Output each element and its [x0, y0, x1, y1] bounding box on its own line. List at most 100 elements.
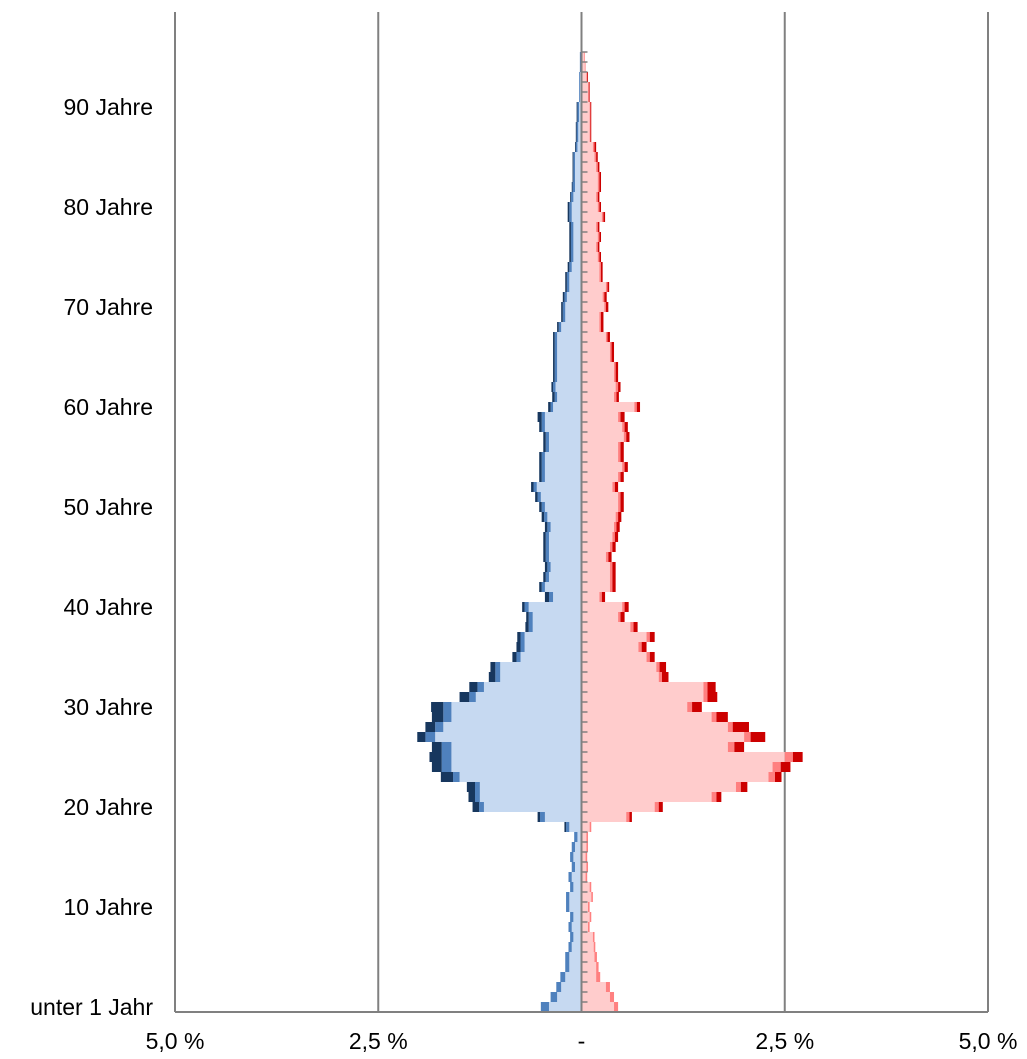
bar-female-mid-age-16: [586, 842, 589, 852]
bar-female-dark-age-63: [615, 372, 619, 382]
bar-male-mid-age-52: [533, 482, 537, 492]
bar-female-dark-age-29: [716, 712, 728, 722]
bar-female-base-age-57: [581, 432, 624, 442]
bar-female-base-age-16: [581, 842, 587, 852]
bar-female-base-age-46: [581, 542, 610, 552]
bar-female-base-age-12: [581, 882, 590, 892]
bar-male-mid-age-65: [554, 352, 558, 362]
y-axis-labels: unter 1 Jahr 10 Jahre 20 Jahre 30 Jahre 40 J…: [30, 94, 153, 1020]
bar-female-base-age-45: [581, 552, 606, 562]
bar-female-dark-age-26: [734, 742, 745, 752]
bar-female-dark-age-58: [624, 422, 628, 432]
bar-male-base-age-72: [569, 282, 582, 292]
bar-male-base-age-75: [573, 252, 582, 262]
bar-male-mid-age-62: [553, 382, 556, 392]
bar-male-dark-age-54: [539, 462, 542, 472]
bar-male-dark-age-58: [539, 422, 542, 432]
bar-female-base-age-34: [581, 662, 657, 672]
bar-female-dark-age-24: [780, 762, 791, 772]
bar-male-mid-age-21: [474, 792, 480, 802]
bar-female-dark-age-56: [620, 442, 624, 452]
bar-male-base-age-5: [569, 952, 582, 962]
bar-male-mid-age-10: [566, 902, 570, 912]
bar-male-mid-age-48: [547, 522, 551, 532]
bar-male-base-age-7: [573, 932, 582, 942]
bar-female-dark-age-19: [629, 812, 632, 822]
bar-female-base-age-28: [581, 722, 728, 732]
bar-male-base-age-19: [544, 812, 582, 822]
bar-male-base-age-66: [557, 342, 582, 352]
bar-male-mid-age-44: [547, 562, 551, 572]
bar-male-mid-age-81: [570, 192, 574, 202]
bar-male-dark-age-69: [561, 312, 563, 322]
bar-female-mid-age-25: [784, 752, 793, 762]
bar-female-base-age-72: [581, 282, 606, 292]
bar-female-base-age-76: [581, 242, 597, 252]
bar-female-base-age-22: [581, 782, 736, 792]
bar-female-mid-age-89: [589, 112, 591, 122]
bar-female-dark-age-74: [601, 262, 603, 272]
bar-male-mid-age-1: [550, 992, 558, 1002]
bar-male-dark-age-89: [576, 112, 578, 122]
bar-male-dark-age-35: [512, 652, 517, 662]
bar-female-mid-age-95: [583, 52, 585, 62]
bar-male-base-age-39: [532, 612, 582, 622]
bar-male-base-age-87: [578, 132, 582, 142]
bar-male-mid-age-16: [571, 842, 575, 852]
bar-female-dark-age-87: [590, 132, 592, 142]
bar-male-mid-age-27: [425, 732, 436, 742]
bar-female-mid-age-47: [612, 532, 615, 542]
bar-male-dark-age-61: [552, 392, 555, 402]
bar-female-base-age-85: [581, 152, 595, 162]
bar-male-dark-age-52: [531, 482, 534, 492]
bar-male-base-age-3: [565, 972, 582, 982]
bar-female-dark-age-47: [614, 532, 619, 542]
bar-male-base-age-12: [573, 882, 582, 892]
bar-female-mid-age-60: [634, 402, 637, 412]
bar-male-mid-age-33: [495, 672, 501, 682]
bar-female-base-age-0: [581, 1002, 615, 1012]
bar-male-mid-age-15: [570, 852, 574, 862]
bar-female-mid-age-19: [626, 812, 630, 822]
bar-female-mid-age-33: [658, 672, 662, 682]
bar-female-base-age-11: [581, 892, 592, 902]
bar-male-dark-age-44: [544, 562, 548, 572]
bar-female-mid-age-50: [618, 502, 621, 512]
bar-female-mid-age-0: [614, 1002, 619, 1012]
bar-male-dark-age-80: [567, 202, 570, 212]
bar-male-mid-age-39: [528, 612, 533, 622]
bar-female-mid-age-68: [599, 322, 602, 332]
y-tick-label-8: 80 Jahre: [63, 194, 153, 220]
bar-female-mid-age-35: [646, 652, 650, 662]
bar-female-base-age-31: [581, 692, 704, 702]
bar-male-mid-age-55: [541, 452, 545, 462]
bar-female-dark-age-43: [612, 572, 616, 582]
bar-female-base-age-25: [581, 752, 785, 762]
bar-male-dark-age-19: [537, 812, 541, 822]
bar-male-mid-age-66: [554, 342, 558, 352]
bar-female-base-age-5: [581, 952, 595, 962]
bar-male-dark-age-50: [539, 502, 542, 512]
bar-male-mid-age-80: [569, 202, 572, 212]
bar-male-base-age-20: [483, 802, 582, 812]
bar-female-dark-age-60: [636, 402, 641, 412]
bar-male-dark-age-78: [569, 222, 571, 232]
bar-male-mid-age-13: [568, 872, 572, 882]
bar-male-base-age-28: [443, 722, 582, 732]
bar-male-dark-age-25: [429, 752, 442, 762]
bar-female-base-age-50: [581, 502, 619, 512]
bar-male-mid-age-47: [545, 532, 549, 542]
bar-male-base-age-16: [574, 842, 582, 852]
bar-male-base-age-30: [451, 702, 582, 712]
bar-male-base-age-22: [479, 782, 582, 792]
bar-male-base-age-74: [571, 262, 582, 272]
bar-female-mid-age-81: [596, 192, 598, 202]
bar-female-dark-age-55: [620, 452, 624, 462]
bar-male-mid-age-31: [469, 692, 476, 702]
bar-female-base-age-20: [581, 802, 655, 812]
bar-male-dark-age-79: [567, 212, 570, 222]
bar-male-mid-age-8: [568, 922, 572, 932]
bar-male-mid-age-79: [569, 212, 572, 222]
bar-male-dark-age-86: [574, 142, 576, 152]
bar-female-dark-age-33: [661, 672, 669, 682]
